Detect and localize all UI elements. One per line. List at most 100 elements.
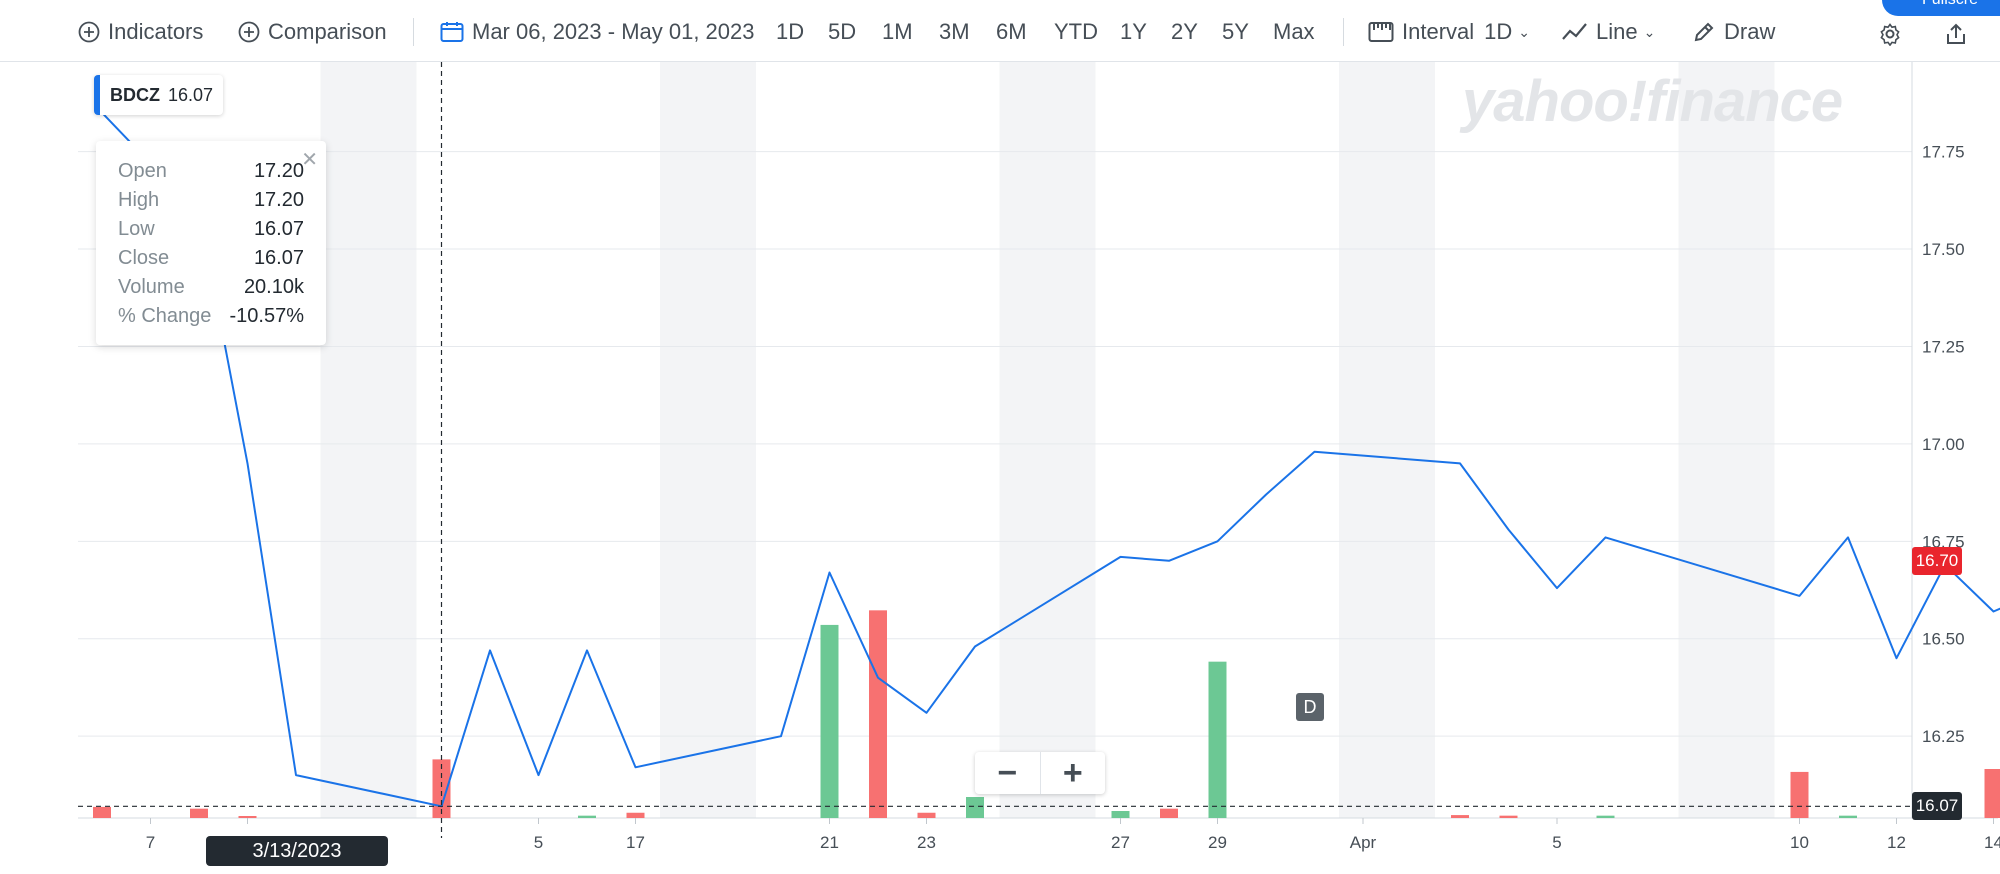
tooltip-label: % Change: [118, 305, 212, 327]
fullscreen-button[interactable]: Fullscre: [1882, 0, 2000, 16]
range-1y[interactable]: 1Y: [1120, 19, 1147, 44]
symbol-legend: BDCZ 16.07: [94, 75, 224, 115]
zoom-controls: − +: [975, 752, 1105, 794]
volume-bar: [869, 610, 887, 818]
interval-label: Interval: [1402, 19, 1475, 44]
interval-dropdown[interactable]: Interval 1D ⌄: [1368, 14, 1530, 50]
tooltip-label: Close: [118, 247, 170, 269]
ruler-icon: [1368, 21, 1394, 43]
symbol-value: 16.07: [168, 84, 214, 105]
tooltip-row: % Change -10.57%: [118, 302, 304, 331]
volume-bar: [578, 815, 596, 818]
range-2y[interactable]: 2Y: [1171, 19, 1198, 44]
chevron-down-icon: ⌄: [1518, 23, 1531, 40]
range-3m[interactable]: 3M: [939, 19, 970, 44]
volume-bar: [626, 812, 645, 818]
volume-bar: [1596, 815, 1615, 818]
volume-bar: [1499, 815, 1518, 818]
range-6m[interactable]: 6M: [996, 19, 1027, 44]
volume-bar: [917, 812, 936, 818]
volume-bar: [1984, 769, 2000, 818]
y-tick-label: 16.50: [1922, 630, 1965, 649]
chart-type-label: Line: [1596, 19, 1638, 44]
tooltip-label: Open: [118, 160, 167, 182]
tooltip-label: Low: [118, 218, 155, 240]
plus-circle-icon: [238, 21, 260, 43]
y-tick-label: 17.25: [1922, 337, 1965, 356]
chart-toolbar: Indicators Comparison Mar 06, 2023 - May…: [0, 0, 2000, 62]
week-band: [660, 62, 756, 818]
comparison-label: Comparison: [268, 19, 387, 44]
x-tick-label: 10: [1790, 833, 1809, 852]
tooltip-label: High: [118, 189, 160, 211]
tooltip-row: Close 16.07: [118, 244, 304, 273]
x-tick-label: 29: [1208, 833, 1227, 852]
tooltip-value: 16.07: [253, 247, 304, 269]
tooltip-value: 16.07: [253, 218, 304, 240]
gear-icon: [1878, 22, 1902, 51]
tooltip-value: -10.57%: [229, 305, 305, 327]
volume-bar: [820, 624, 839, 818]
range-1m[interactable]: 1M: [882, 19, 913, 44]
volume-bar: [1208, 661, 1227, 818]
range-1d[interactable]: 1D: [776, 19, 805, 44]
price-line: [101, 112, 2000, 808]
settings-button[interactable]: [1876, 22, 1904, 50]
tooltip-row: Open 17.20: [118, 157, 304, 186]
y-tick-label: 16.75: [1922, 532, 1965, 551]
draw-label: Draw: [1724, 19, 1776, 44]
volume-bar: [93, 806, 111, 818]
series-color-swatch: [94, 75, 100, 115]
tooltip-value: 20.10k: [243, 276, 304, 298]
volume-bar: [966, 797, 984, 818]
comparison-button[interactable]: Comparison: [238, 14, 387, 50]
y-tick-label: 17.50: [1922, 240, 1965, 259]
x-tick-label: 12: [1887, 833, 1906, 852]
chevron-down-icon: ⌄: [1643, 23, 1656, 40]
tooltip-row: Volume 20.10k: [118, 273, 304, 302]
range-5y[interactable]: 5Y: [1222, 19, 1249, 44]
close-icon[interactable]: ✕: [301, 149, 318, 171]
volume-bar: [1451, 815, 1469, 818]
share-button[interactable]: [1942, 22, 1970, 50]
zoom-in-button[interactable]: +: [1062, 753, 1083, 792]
dividend-marker[interactable]: D: [1296, 693, 1324, 721]
volume-bar: [190, 808, 208, 818]
x-tick-label: 5: [1552, 833, 1561, 852]
range-max[interactable]: Max: [1273, 19, 1315, 44]
tooltip-label: Volume: [118, 276, 185, 298]
crosshair-date-label: 3/13/2023: [206, 836, 388, 866]
zoom-out-button[interactable]: −: [997, 753, 1018, 792]
draw-button[interactable]: Draw: [1692, 14, 1775, 50]
x-tick-label: 23: [917, 833, 936, 852]
line-chart-icon: [1562, 22, 1588, 42]
tooltip-value: 17.20: [253, 189, 304, 211]
volume-bar: [1160, 808, 1178, 818]
week-band: [1339, 62, 1435, 818]
range-ytd[interactable]: YTD: [1054, 19, 1098, 44]
share-icon: [1944, 22, 1968, 51]
date-range-picker[interactable]: Mar 06, 2023 - May 01, 2023: [440, 14, 755, 50]
volume-bar: [432, 759, 451, 818]
x-tick-label: 17: [626, 833, 645, 852]
symbol-name: BDCZ: [110, 84, 160, 105]
x-tick-label: 7: [146, 833, 155, 852]
tooltip-value: 17.20: [253, 160, 304, 182]
y-tick-label: 16.25: [1922, 727, 1965, 746]
week-band: [320, 62, 417, 818]
date-range-label: Mar 06, 2023 - May 01, 2023: [472, 19, 755, 44]
x-tick-label: 27: [1111, 833, 1130, 852]
range-5d[interactable]: 5D: [828, 19, 857, 44]
yahoo-finance-watermark: yahoo!finance: [1462, 69, 1843, 134]
week-band: [1678, 62, 1775, 818]
ohlc-tooltip: ✕ Open 17.20 High 17.20 Low 16.07 Close 16.0…: [96, 141, 326, 345]
y-tick-label: 17.00: [1922, 435, 1965, 454]
chart-type-dropdown[interactable]: Line ⌄: [1562, 14, 1655, 50]
week-band: [999, 62, 1096, 818]
volume-bar: [1839, 815, 1857, 818]
toolbar-divider: [413, 18, 414, 46]
volume-bar: [238, 816, 257, 818]
indicators-button[interactable]: Indicators: [78, 14, 203, 50]
volume-bar: [1790, 771, 1809, 818]
